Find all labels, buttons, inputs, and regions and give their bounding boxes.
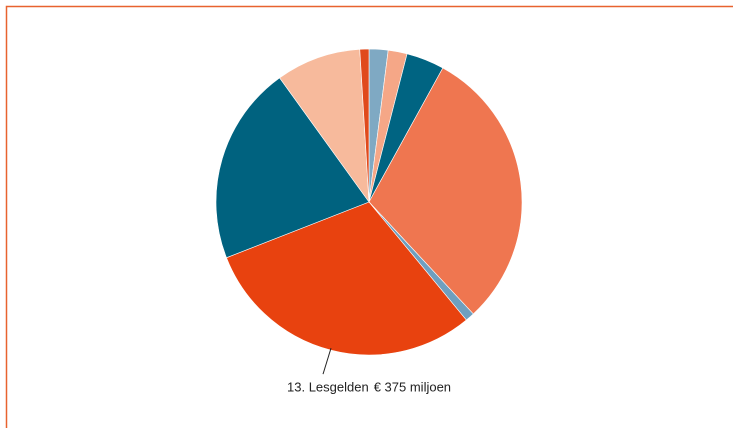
pie-slice	[279, 48, 370, 204]
slice-label: 13. Lesgelden	[287, 380, 369, 395]
pie-slice	[359, 48, 370, 203]
pie-slice	[215, 77, 370, 259]
slice-value-label: € 375 miljoen	[374, 380, 451, 395]
frame	[5, 5, 733, 428]
leader-line	[322, 347, 332, 375]
pie-slice	[368, 67, 523, 315]
